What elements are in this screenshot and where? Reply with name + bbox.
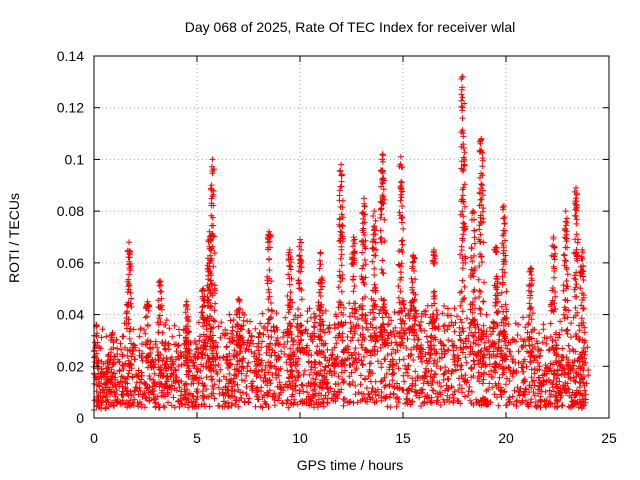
y-tick-label: 0.08 <box>57 203 84 219</box>
x-axis-label: GPS time / hours <box>297 457 404 473</box>
x-tick-label: 25 <box>601 430 617 446</box>
y-tick-label: 0.02 <box>57 358 84 374</box>
y-tick-label: 0.06 <box>57 255 84 271</box>
roti-scatter-series <box>90 73 592 413</box>
x-tick-label: 15 <box>395 430 411 446</box>
plot-frame <box>93 55 610 419</box>
chart-title: Day 068 of 2025, Rate Of TEC Index for r… <box>185 19 515 35</box>
y-tick-label: 0 <box>76 410 84 426</box>
x-tick-label: 10 <box>292 430 308 446</box>
x-tick-label: 0 <box>90 430 98 446</box>
y-tick-label: 0.1 <box>65 151 85 167</box>
axis-ticks: 0 5 10 15 20 25 0 0.02 0.04 0.06 0.08 0.1 0.12 0.14 <box>57 48 617 446</box>
y-tick-label: 0.12 <box>57 100 84 116</box>
x-tick-label: 5 <box>193 430 201 446</box>
y-tick-label: 0.14 <box>57 48 84 64</box>
y-tick-label: 0.04 <box>57 307 84 323</box>
y-axis-label: ROTI / TECUs <box>6 193 22 283</box>
x-tick-label: 20 <box>498 430 514 446</box>
data-points <box>90 73 592 413</box>
